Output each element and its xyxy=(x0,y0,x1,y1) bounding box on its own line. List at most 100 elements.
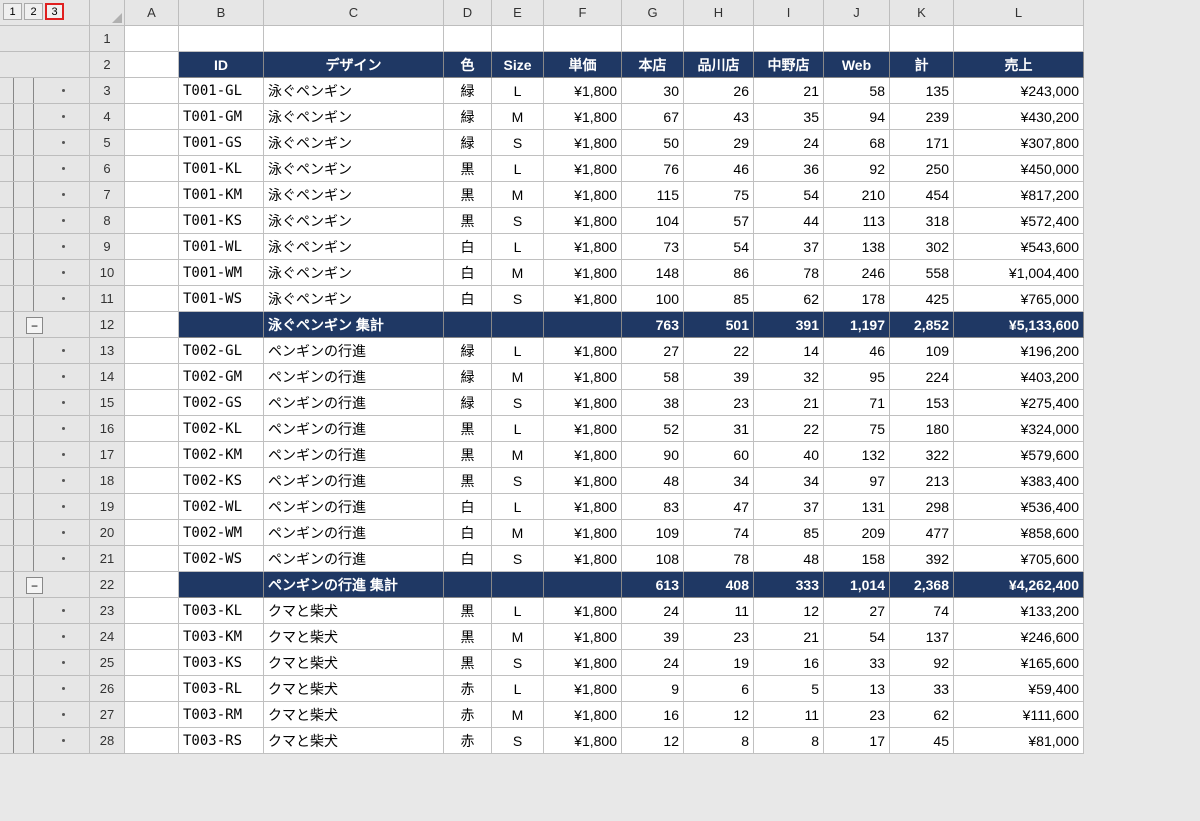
outline-gutter-row-27[interactable] xyxy=(0,702,90,728)
cell-K26[interactable]: 33 xyxy=(890,676,954,702)
cell-B24[interactable]: T003-KM xyxy=(179,624,264,650)
cell-K10[interactable]: 558 xyxy=(890,260,954,286)
subtotal-F-12[interactable] xyxy=(544,312,622,338)
row-header-4[interactable]: 4 xyxy=(90,104,125,130)
cell-B27[interactable]: T003-RM xyxy=(179,702,264,728)
select-all-corner[interactable] xyxy=(90,0,125,26)
outline-gutter-row-19[interactable] xyxy=(0,494,90,520)
cell-E9[interactable]: L xyxy=(492,234,544,260)
cell-H5[interactable]: 29 xyxy=(684,130,754,156)
cell-A12[interactable] xyxy=(125,312,179,338)
cell-E26[interactable]: L xyxy=(492,676,544,702)
outline-gutter-row-5[interactable] xyxy=(0,130,90,156)
cell-I13[interactable]: 14 xyxy=(754,338,824,364)
cell-A9[interactable] xyxy=(125,234,179,260)
row-header-11[interactable]: 11 xyxy=(90,286,125,312)
cell-C21[interactable]: ペンギンの行進 xyxy=(264,546,444,572)
subtotal-D-12[interactable] xyxy=(444,312,492,338)
cell-C11[interactable]: 泳ぐペンギン xyxy=(264,286,444,312)
cell-E5[interactable]: S xyxy=(492,130,544,156)
cell-F11[interactable]: ¥1,800 xyxy=(544,286,622,312)
cell-C25[interactable]: クマと柴犬 xyxy=(264,650,444,676)
cell-A1[interactable] xyxy=(125,26,179,52)
cell-D5[interactable]: 緑 xyxy=(444,130,492,156)
cell-K16[interactable]: 180 xyxy=(890,416,954,442)
cell-F3[interactable]: ¥1,800 xyxy=(544,78,622,104)
cell-B19[interactable]: T002-WL xyxy=(179,494,264,520)
col-header-E[interactable]: E xyxy=(492,0,544,26)
cell-A15[interactable] xyxy=(125,390,179,416)
cell-A13[interactable] xyxy=(125,338,179,364)
cell-H10[interactable]: 86 xyxy=(684,260,754,286)
cell-E19[interactable]: L xyxy=(492,494,544,520)
outline-gutter-row-16[interactable] xyxy=(0,416,90,442)
col-header-J[interactable]: J xyxy=(824,0,890,26)
cell-H3[interactable]: 26 xyxy=(684,78,754,104)
cell-A19[interactable] xyxy=(125,494,179,520)
cell-B4[interactable]: T001-GM xyxy=(179,104,264,130)
cell-I21[interactable]: 48 xyxy=(754,546,824,572)
col-header-H[interactable]: H xyxy=(684,0,754,26)
cell-B5[interactable]: T001-GS xyxy=(179,130,264,156)
cell-J1[interactable] xyxy=(824,26,890,52)
cell-K20[interactable]: 477 xyxy=(890,520,954,546)
cell-G16[interactable]: 52 xyxy=(622,416,684,442)
cell-D17[interactable]: 黒 xyxy=(444,442,492,468)
cell-F1[interactable] xyxy=(544,26,622,52)
cell-F26[interactable]: ¥1,800 xyxy=(544,676,622,702)
cell-E20[interactable]: M xyxy=(492,520,544,546)
col-header-K[interactable]: K xyxy=(890,0,954,26)
cell-I16[interactable]: 22 xyxy=(754,416,824,442)
subtotal-H-22[interactable]: 408 xyxy=(684,572,754,598)
cell-C9[interactable]: 泳ぐペンギン xyxy=(264,234,444,260)
outline-gutter-row-9[interactable] xyxy=(0,234,90,260)
outline-gutter-row-20[interactable] xyxy=(0,520,90,546)
cell-E18[interactable]: S xyxy=(492,468,544,494)
cell-A7[interactable] xyxy=(125,182,179,208)
cell-J13[interactable]: 46 xyxy=(824,338,890,364)
cell-B20[interactable]: T002-WM xyxy=(179,520,264,546)
cell-L28[interactable]: ¥81,000 xyxy=(954,728,1084,754)
cell-G11[interactable]: 100 xyxy=(622,286,684,312)
cell-F9[interactable]: ¥1,800 xyxy=(544,234,622,260)
cell-G15[interactable]: 38 xyxy=(622,390,684,416)
cell-G8[interactable]: 104 xyxy=(622,208,684,234)
cell-D14[interactable]: 緑 xyxy=(444,364,492,390)
cell-K19[interactable]: 298 xyxy=(890,494,954,520)
cell-A27[interactable] xyxy=(125,702,179,728)
cell-I3[interactable]: 21 xyxy=(754,78,824,104)
cell-H7[interactable]: 75 xyxy=(684,182,754,208)
cell-F15[interactable]: ¥1,800 xyxy=(544,390,622,416)
cell-L4[interactable]: ¥430,200 xyxy=(954,104,1084,130)
cell-H21[interactable]: 78 xyxy=(684,546,754,572)
cell-I23[interactable]: 12 xyxy=(754,598,824,624)
cell-L18[interactable]: ¥383,400 xyxy=(954,468,1084,494)
outline-gutter-row-8[interactable] xyxy=(0,208,90,234)
row-header-8[interactable]: 8 xyxy=(90,208,125,234)
cell-D28[interactable]: 赤 xyxy=(444,728,492,754)
cell-I25[interactable]: 16 xyxy=(754,650,824,676)
cell-H6[interactable]: 46 xyxy=(684,156,754,182)
subtotal-L-12[interactable]: ¥5,133,600 xyxy=(954,312,1084,338)
outline-level-2[interactable]: 2 xyxy=(24,3,43,20)
cell-C14[interactable]: ペンギンの行進 xyxy=(264,364,444,390)
cell-G18[interactable]: 48 xyxy=(622,468,684,494)
row-header-22[interactable]: 22 xyxy=(90,572,125,598)
outline-gutter-row-18[interactable] xyxy=(0,468,90,494)
cell-I9[interactable]: 37 xyxy=(754,234,824,260)
row-header-25[interactable]: 25 xyxy=(90,650,125,676)
cell-A17[interactable] xyxy=(125,442,179,468)
cell-C3[interactable]: 泳ぐペンギン xyxy=(264,78,444,104)
cell-K23[interactable]: 74 xyxy=(890,598,954,624)
header-cell-I[interactable]: 中野店 xyxy=(754,52,824,78)
cell-L26[interactable]: ¥59,400 xyxy=(954,676,1084,702)
cell-H9[interactable]: 54 xyxy=(684,234,754,260)
cell-K4[interactable]: 239 xyxy=(890,104,954,130)
cell-C4[interactable]: 泳ぐペンギン xyxy=(264,104,444,130)
cell-I11[interactable]: 62 xyxy=(754,286,824,312)
row-header-20[interactable]: 20 xyxy=(90,520,125,546)
cell-G17[interactable]: 90 xyxy=(622,442,684,468)
outline-level-area[interactable]: 123 xyxy=(0,0,90,26)
cell-C18[interactable]: ペンギンの行進 xyxy=(264,468,444,494)
cell-F6[interactable]: ¥1,800 xyxy=(544,156,622,182)
